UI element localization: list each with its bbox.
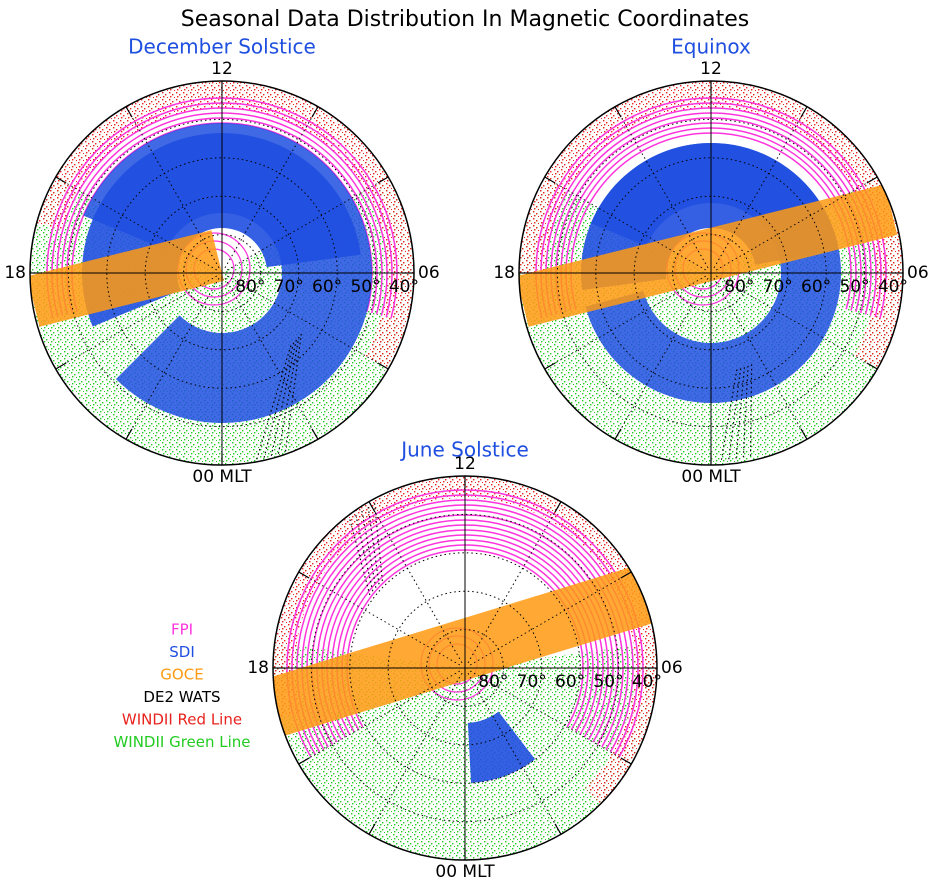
- rim-tick: [800, 428, 808, 440]
- figure-title: Seasonal Data Distribution In Magnetic C…: [181, 7, 750, 32]
- r-tick-label: 40°: [878, 277, 908, 297]
- theta-tick-label: 06: [907, 263, 929, 283]
- theta-tick-label: 06: [661, 658, 683, 678]
- legend-entry: WINDII Red Line: [122, 711, 242, 729]
- rim-tick: [866, 362, 878, 370]
- red-line-coverage: [273, 476, 657, 804]
- rim-tick: [620, 571, 632, 579]
- r-tick-label: 70°: [517, 672, 547, 692]
- panel-title: Equinox: [671, 35, 751, 59]
- goce-coverage: [30, 230, 224, 327]
- legend-entry: DE2 WATS: [143, 688, 220, 706]
- r-tick-label: 80°: [235, 277, 265, 297]
- red-line-coverage: [519, 81, 903, 369]
- r-tick-label: 70°: [274, 277, 304, 297]
- rim-tick: [125, 428, 133, 440]
- rim-tick: [298, 571, 310, 579]
- red-line-coverage: [36, 81, 414, 369]
- rim-tick: [368, 501, 376, 513]
- r-tick-label: 60°: [801, 277, 831, 297]
- sdi-coverage: [467, 711, 536, 783]
- r-tick-label: 70°: [763, 277, 793, 297]
- r-tick-label: 60°: [555, 672, 585, 692]
- rim-tick: [311, 106, 319, 118]
- r-tick-label: 40°: [632, 672, 662, 692]
- rim-tick: [368, 823, 376, 835]
- de2-track: [270, 339, 297, 457]
- rim-tick: [377, 176, 389, 184]
- panel-title: December Solstice: [128, 35, 316, 59]
- goce-coverage: [273, 563, 657, 738]
- sdi-coverage: [585, 143, 841, 404]
- rim-tick: [55, 176, 67, 184]
- panel-title: June Solstice: [399, 438, 529, 462]
- theta-tick-label: 18: [247, 658, 269, 678]
- rim-tick: [614, 428, 622, 440]
- rim-tick: [614, 106, 622, 118]
- rim-tick: [377, 362, 389, 370]
- rim-tick: [620, 757, 632, 765]
- rim-tick: [311, 428, 319, 440]
- r-tick-label: 60°: [312, 277, 342, 297]
- r-tick-label: 50°: [593, 672, 623, 692]
- rim-tick: [298, 757, 310, 765]
- de2-track: [263, 342, 295, 459]
- theta-tick-label: 00 MLT: [192, 467, 252, 487]
- theta-tick-label: 06: [418, 263, 440, 283]
- rim-tick: [554, 501, 562, 513]
- de2-track: [284, 333, 302, 453]
- rim-tick: [55, 362, 67, 370]
- r-tick-label: 80°: [478, 672, 508, 692]
- theta-tick-label: 18: [4, 263, 26, 283]
- theta-tick-label: 00 MLT: [435, 862, 495, 882]
- r-tick-label: 50°: [839, 277, 869, 297]
- legend-entry: WINDII Green Line: [113, 733, 250, 751]
- theta-tick-label: 12: [700, 59, 722, 79]
- legend-entry: FPI: [171, 621, 193, 639]
- de2-track: [256, 345, 292, 460]
- legend-entry: SDI: [169, 643, 195, 661]
- r-tick-label: 80°: [724, 277, 754, 297]
- theta-tick-label: 00 MLT: [681, 467, 741, 487]
- theta-tick-label: 18: [493, 263, 515, 283]
- theta-tick-label: 12: [454, 454, 476, 474]
- rim-tick: [125, 106, 133, 118]
- rim-tick: [544, 362, 556, 370]
- legend-entry: GOCE: [160, 666, 203, 684]
- r-tick-label: 50°: [350, 277, 380, 297]
- theta-tick-label: 12: [211, 59, 233, 79]
- de2-track: [277, 336, 300, 455]
- rim-tick: [544, 176, 556, 184]
- rim-tick: [800, 106, 808, 118]
- rim-tick: [866, 176, 878, 184]
- r-tick-label: 40°: [389, 277, 419, 297]
- rim-tick: [554, 823, 562, 835]
